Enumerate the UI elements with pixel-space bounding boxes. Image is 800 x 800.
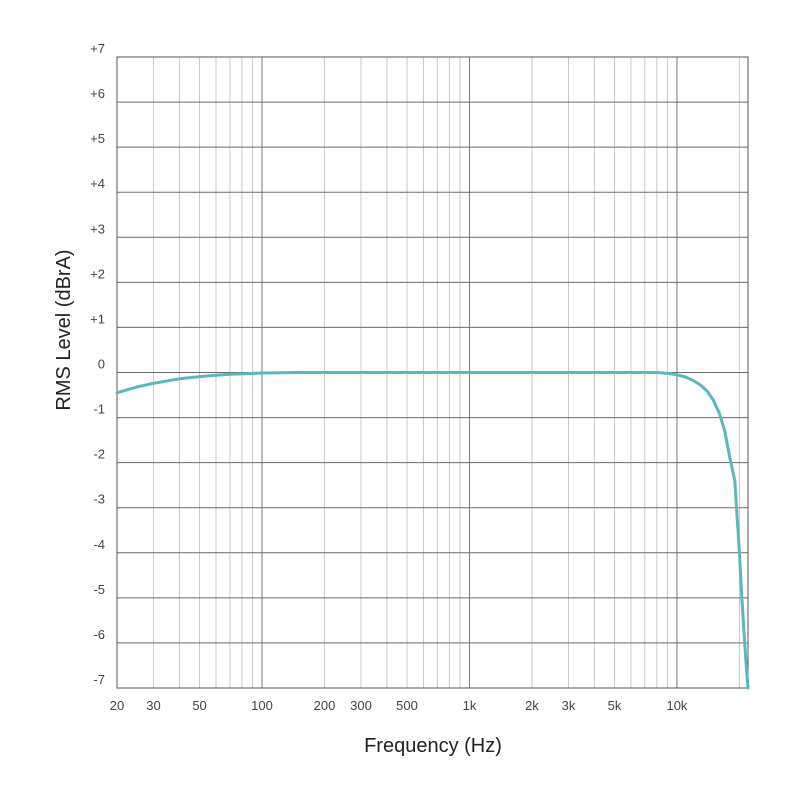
x-tick-label: 3k: [562, 698, 576, 713]
series-line: [115, 371, 750, 690]
x-tick-label: 20: [110, 698, 124, 713]
y-tick-label: +1: [90, 311, 105, 326]
x-tick-label: 10k: [666, 698, 687, 713]
y-tick-label: +2: [90, 266, 105, 281]
x-axis-title: Frequency (Hz): [364, 735, 502, 757]
y-axis-tick-labels: +7 +6 +5 +4 +3 +2 +1 0 -1 -2 -3 -4 -5 -6 -7: [90, 41, 105, 687]
y-tick-label: -4: [93, 537, 105, 552]
y-tick-label: +5: [90, 131, 105, 146]
y-tick-label: +4: [90, 176, 105, 191]
x-tick-label: 500: [396, 698, 418, 713]
y-tick-label: -6: [93, 627, 105, 642]
y-axis-title: RMS Level (dBrA): [53, 249, 75, 410]
x-tick-label: 5k: [608, 698, 622, 713]
x-tick-label: 100: [251, 698, 273, 713]
x-tick-label: 1k: [463, 698, 477, 713]
y-tick-label: -3: [93, 492, 105, 507]
series-layer: [115, 371, 750, 690]
y-tick-label: -1: [93, 402, 105, 417]
y-tick-label: -2: [93, 447, 105, 462]
plot-frame: [116, 56, 749, 689]
x-axis-tick-labels: 20 30 50 100 200 300 500 1k 2k 3k 5k 10k: [110, 698, 688, 713]
y-tick-label: -7: [93, 672, 105, 687]
y-tick-label: 0: [98, 357, 105, 372]
x-tick-label: 50: [192, 698, 206, 713]
x-tick-label: 200: [314, 698, 336, 713]
y-tick-label: +6: [90, 86, 105, 101]
y-tick-label: +3: [90, 221, 105, 236]
y-tick-label: +7: [90, 41, 105, 56]
x-tick-label: 30: [146, 698, 160, 713]
x-tick-label: 300: [350, 698, 372, 713]
y-tick-label: -5: [93, 582, 105, 597]
x-tick-label: 2k: [525, 698, 539, 713]
